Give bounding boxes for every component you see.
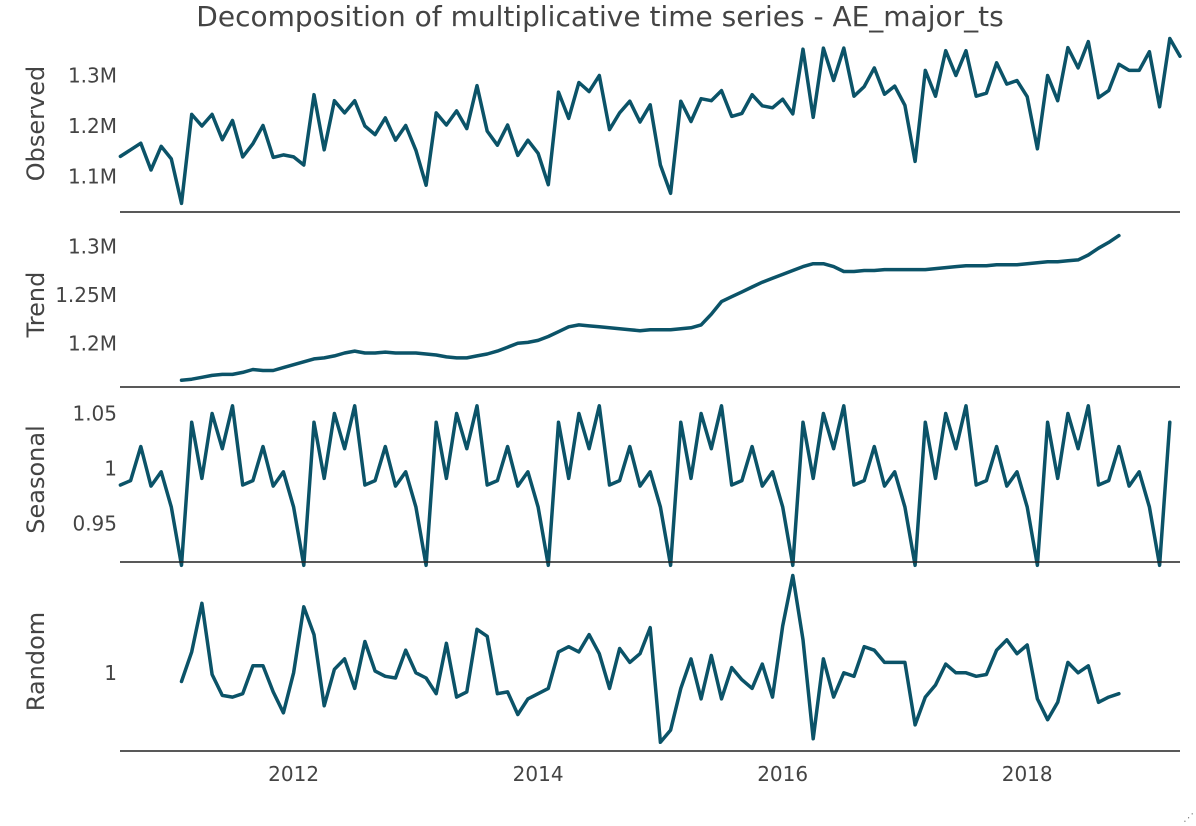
- random-panel: 1 Random: [22, 573, 1180, 752]
- observed-panel: 1.1M 1.2M 1.3M Observed: [22, 36, 1182, 213]
- observed-y-tick-label: 1.3M: [68, 63, 117, 87]
- panels-group: 1.1M 1.2M 1.3M Observed 1.2M 1.25M 1.3M Trend 0.…: [22, 36, 1182, 752]
- trend-series-line: [179, 233, 1121, 382]
- seasonal-y-tick-label: 0.95: [72, 512, 117, 536]
- trend-panel: 1.2M 1.25M 1.3M Trend: [22, 233, 1180, 388]
- seasonal-y-tick-label: 1: [104, 457, 117, 481]
- seasonal-y-tick-label: 1.05: [72, 402, 117, 426]
- trend-y-tick-label: 1.25M: [55, 283, 117, 307]
- observed-y-tick-label: 1.2M: [68, 114, 117, 138]
- x-tick-label: 2018: [1002, 762, 1053, 786]
- random-series-line: [179, 573, 1121, 745]
- x-tick-label: 2012: [268, 762, 319, 786]
- random-axis-label: Random: [22, 612, 50, 711]
- resize-grip-icon[interactable]: ⋰: [1183, 811, 1194, 824]
- seasonal-axis-label: Seasonal: [22, 425, 50, 533]
- seasonal-panel: 0.95 1 1.05 Seasonal: [22, 402, 1180, 568]
- random-y-tick-label: 1: [104, 661, 117, 685]
- x-axis: 2012 2014 2016 2018: [268, 762, 1052, 786]
- trend-y-tick-label: 1.2M: [68, 331, 117, 355]
- trend-y-tick-label: 1.3M: [68, 234, 117, 258]
- seasonal-series-line: [118, 404, 1172, 568]
- chart-title: Decomposition of multiplicative time ser…: [196, 0, 1003, 33]
- trend-axis-label: Trend: [22, 272, 50, 339]
- x-tick-label: 2016: [757, 762, 808, 786]
- observed-axis-label: Observed: [22, 66, 50, 181]
- x-tick-label: 2014: [513, 762, 564, 786]
- observed-series-line: [118, 36, 1182, 206]
- observed-y-tick-label: 1.1M: [68, 165, 117, 189]
